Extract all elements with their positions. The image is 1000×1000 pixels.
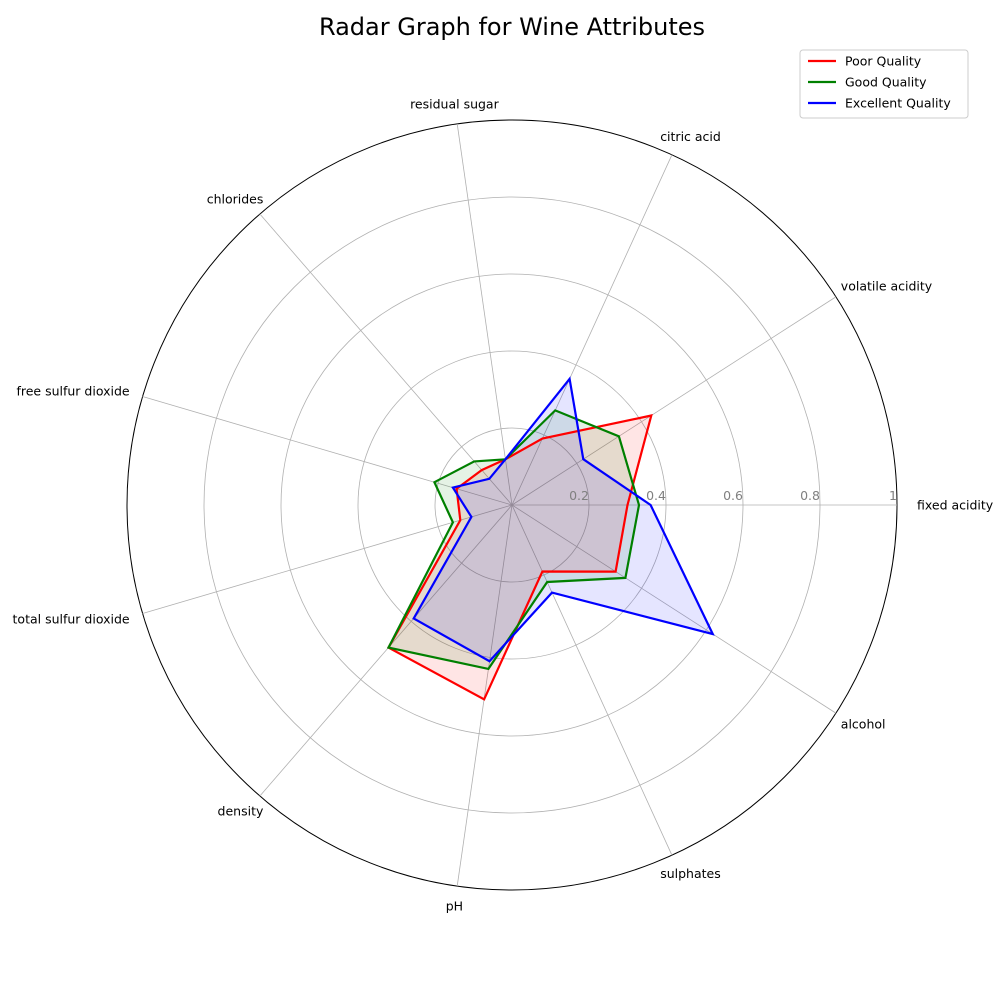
legend: Poor Quality Good Quality Excellent Qual… xyxy=(799,49,969,119)
legend-frame xyxy=(799,49,969,119)
axis-label: alcohol xyxy=(841,717,886,732)
grid-spoke xyxy=(511,154,673,506)
grid-spoke xyxy=(456,123,513,506)
series-line xyxy=(386,409,641,671)
series-fill xyxy=(388,415,652,700)
grid-spoke xyxy=(511,504,837,714)
legend-label: Excellent Quality xyxy=(845,96,951,111)
grid-spoke xyxy=(259,504,513,797)
axis-label: sulphates xyxy=(660,866,721,881)
axis-label: free sulfur dioxide xyxy=(16,383,129,398)
chart-title: Radar Graph for Wine Attributes xyxy=(319,13,705,41)
series-fill xyxy=(413,378,713,662)
series-line xyxy=(386,414,653,701)
radar-grid xyxy=(126,119,898,891)
grid-spoke xyxy=(511,296,837,506)
axis-label: density xyxy=(218,804,264,819)
axis-label: volatile acidity xyxy=(841,279,933,294)
axis-label: citric acid xyxy=(660,129,721,144)
axis-label: chlorides xyxy=(207,191,264,206)
series-fill xyxy=(388,410,639,669)
axis-label: total sulfur dioxide xyxy=(13,612,130,627)
radial-tick-label: 0.4 xyxy=(646,488,666,503)
radial-tick-label: 1 xyxy=(889,488,897,503)
radar-series xyxy=(386,376,715,701)
radial-tick-label: 0.2 xyxy=(569,488,589,503)
series-line xyxy=(412,376,715,663)
legend-label: Poor Quality xyxy=(845,54,922,69)
axis-label: pH xyxy=(446,898,463,913)
radial-tick-label: 0.8 xyxy=(800,488,820,503)
axis-label: residual sugar xyxy=(410,97,500,112)
grid-spoke xyxy=(511,504,673,856)
axis-labels: fixed acidity volatile acidity citric acid… xyxy=(13,97,994,914)
axis-label: fixed acidity xyxy=(917,498,994,513)
legend-label: Good Quality xyxy=(845,75,927,90)
radial-tick-label: 0.6 xyxy=(723,488,743,503)
grid-spoke xyxy=(456,504,513,887)
grid-spoke xyxy=(142,504,513,614)
grid-spoke xyxy=(259,213,513,506)
grid-spoke xyxy=(142,396,513,506)
